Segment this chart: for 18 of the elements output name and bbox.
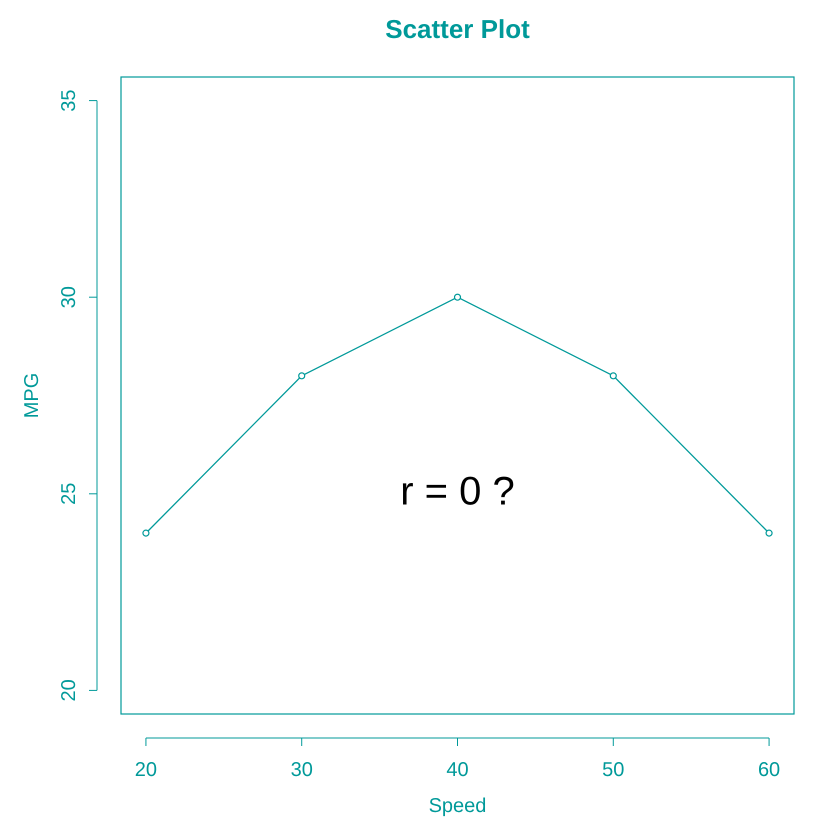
point <box>142 530 150 537</box>
point <box>765 530 773 537</box>
x-tick-label: 30 <box>290 759 313 781</box>
x-tick-label: 20 <box>134 759 158 781</box>
point <box>298 372 306 380</box>
y-axis-title: MPG <box>21 372 43 418</box>
point <box>610 372 617 380</box>
point <box>454 294 462 301</box>
x-tick-label: 40 <box>446 759 469 781</box>
x-tick-label: 50 <box>602 759 624 781</box>
y-tick-label: 30 <box>58 286 80 308</box>
annotation: r = 0 ? <box>400 469 515 514</box>
chart-title: Scatter Plot <box>385 14 530 44</box>
x-tick-label: 60 <box>758 759 780 781</box>
y-tick-label: 35 <box>58 89 80 112</box>
x-axis-title: Speed <box>428 795 486 817</box>
y-tick-label: 25 <box>58 482 80 505</box>
y-tick-label: 20 <box>58 679 80 702</box>
